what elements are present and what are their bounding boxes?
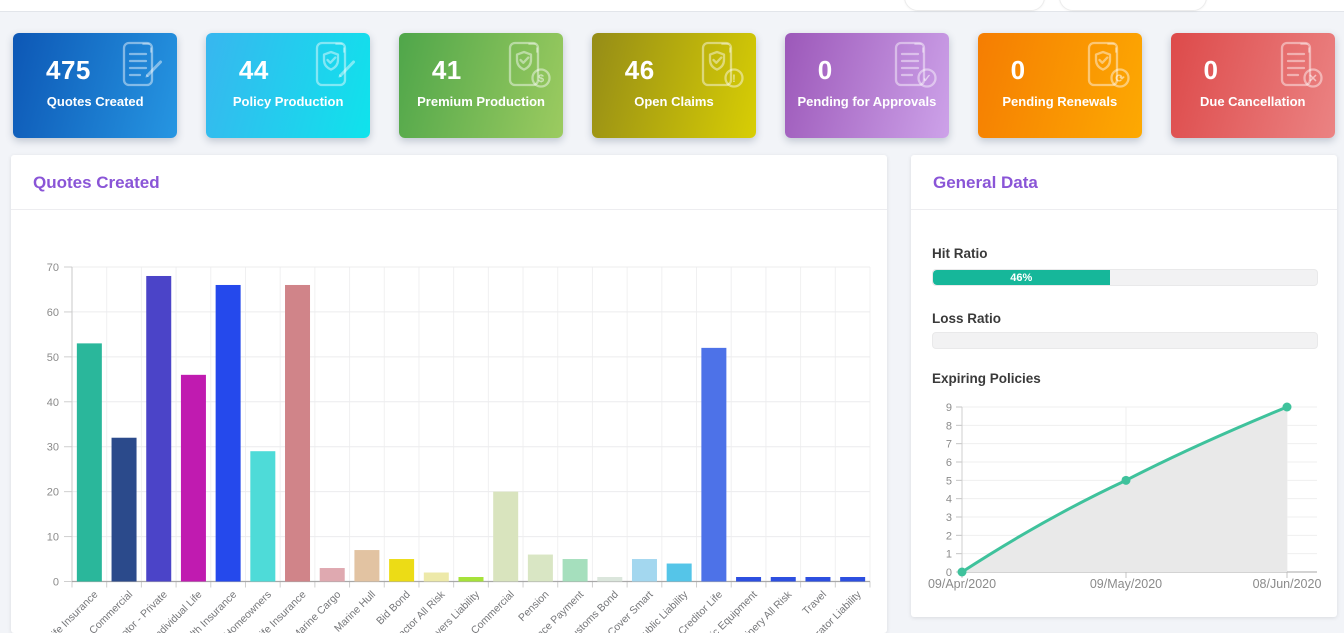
kpi-card-due-cancellation[interactable]: ✕ 0 Due Cancellation [1170, 33, 1335, 138]
bar-commercial [111, 437, 137, 582]
svg-text:4: 4 [946, 494, 952, 506]
svg-text:!: ! [732, 73, 736, 85]
x-axis-label: 09/May/2020 [1090, 577, 1162, 591]
bar-cover-smart [631, 559, 657, 582]
bar-bid-bond [389, 559, 415, 582]
data-point [1121, 475, 1131, 485]
kpi-card-quotes-created[interactable]: 475 Quotes Created [13, 33, 178, 138]
bar-advance-payment [562, 559, 588, 582]
hit-ratio-label: Hit Ratio [932, 246, 988, 261]
bar-commercial [493, 491, 519, 582]
svg-text:5: 5 [946, 475, 952, 487]
quotes-document-pencil-icon [121, 39, 165, 91]
bar-group-life-insurance [285, 284, 311, 582]
bar-pension [527, 554, 553, 582]
kpi-card-pending-for-approvals[interactable]: ✓ 0 Pending for Approvals [784, 33, 950, 138]
svg-text:3: 3 [946, 512, 952, 524]
renewals-shield-renew-icon: ⟳ [1086, 39, 1130, 91]
premium-shield-dollar-icon: $ [507, 39, 551, 91]
svg-text:1: 1 [946, 549, 952, 561]
claims-shield-alert-icon: ! [700, 39, 744, 91]
kpi-card-open-claims[interactable]: ! 46 Open Claims [591, 33, 757, 138]
svg-text:7: 7 [946, 439, 952, 451]
x-axis-label: Travel [800, 589, 829, 618]
kpi-card-label: Pending for Approvals [797, 94, 937, 109]
expiring-policies-line-chart: 0 1 2 3 4 5 6 7 8 9 09/Apr/2020 09/May/2020 08/Jun/2… [928, 402, 1322, 591]
bar-electronic-equipment [736, 577, 762, 582]
hit-ratio-progress-fill: 46% [933, 270, 1110, 285]
bar-health-insurance [215, 284, 241, 582]
svg-text:9: 9 [946, 402, 952, 414]
bar-marine-hull [354, 550, 380, 582]
bar-operator-liability [840, 577, 866, 582]
cancellation-document-x-icon: ✕ [1279, 39, 1323, 91]
svg-text:✕: ✕ [1308, 73, 1317, 85]
approvals-document-check-icon: ✓ [893, 39, 937, 91]
kpi-card-value: 0 [817, 55, 833, 85]
loss-ratio-label: Loss Ratio [932, 311, 1002, 326]
svg-text:50: 50 [47, 352, 59, 364]
hit-ratio-progress: 46% [932, 269, 1318, 286]
bar-employers-liability [458, 577, 484, 582]
kpi-card-value: 44 [238, 55, 269, 85]
kpi-card-label: Quotes Created [46, 94, 144, 109]
topbar [0, 0, 1344, 12]
kpi-card-label: Pending Renewals [1002, 94, 1118, 109]
kpi-card-value: 46 [624, 55, 655, 85]
bar-life-insurance [76, 343, 102, 582]
x-axis-label: Pension [516, 589, 551, 624]
quotes-created-panel: Quotes Created 0 10 20 30 40 50 60 70 Life Insur… [11, 155, 887, 633]
kpi-card-label: Premium Production [417, 94, 545, 109]
kpi-card-value: 0 [1010, 55, 1026, 85]
kpi-card-label: Open Claims [634, 94, 714, 109]
hit-ratio-value: 46% [1010, 271, 1033, 284]
bar-contractor-all-risk [423, 572, 449, 582]
expiring-policies-label: Expiring Policies [932, 371, 1041, 386]
kpi-card-value: 475 [46, 55, 91, 85]
svg-text:⟳: ⟳ [1115, 73, 1125, 85]
kpi-cards-row: 475 Quotes Created 44 Policy Production $41 P… [13, 33, 1335, 138]
bar-creditor-life [701, 347, 727, 582]
svg-text:20: 20 [47, 487, 59, 499]
svg-text:8: 8 [946, 420, 952, 432]
kpi-card-label: Policy Production [232, 94, 344, 109]
bar-travel [805, 577, 831, 582]
x-axis-label: 08/Jun/2020 [1253, 577, 1322, 591]
topbar-filter-2[interactable] [1059, 0, 1207, 11]
bar-public-liability [666, 563, 692, 582]
kpi-card-value: 0 [1203, 55, 1219, 85]
svg-text:10: 10 [47, 532, 59, 544]
topbar-filter-1[interactable] [904, 0, 1045, 11]
svg-text:30: 30 [47, 442, 59, 454]
bar-machinery-all-risk [770, 577, 796, 582]
kpi-card-premium-production[interactable]: $41 Premium Production [398, 33, 564, 138]
data-point [1282, 402, 1292, 412]
svg-text:60: 60 [47, 307, 59, 319]
general-data-panel-title: General Data [911, 155, 1337, 210]
bar-individual-life [180, 374, 206, 582]
svg-text:✓: ✓ [923, 73, 932, 85]
bar-motor---private [146, 275, 172, 582]
kpi-card-label: Due Cancellation [1200, 94, 1306, 109]
policy-shield-pencil-icon [314, 39, 358, 91]
svg-text:2: 2 [946, 530, 952, 542]
data-point [957, 567, 967, 577]
svg-text:40: 40 [47, 397, 59, 409]
bar-customs-bond [597, 577, 623, 582]
svg-text:6: 6 [946, 457, 952, 469]
kpi-card-policy-production[interactable]: 44 Policy Production [205, 33, 371, 138]
bar-homeowners [250, 451, 276, 582]
svg-text:70: 70 [47, 262, 59, 274]
svg-text:0: 0 [946, 567, 952, 579]
svg-text:$: $ [538, 73, 544, 85]
svg-text:0: 0 [53, 577, 59, 589]
kpi-card-pending-renewals[interactable]: ⟳ 0 Pending Renewals [977, 33, 1143, 138]
kpi-card-value: 41 [431, 55, 462, 85]
general-data-panel: General Data Hit Ratio 46% Loss Ratio Ex… [911, 155, 1337, 617]
quotes-created-panel-title: Quotes Created [11, 155, 887, 210]
loss-ratio-progress [932, 332, 1318, 349]
x-axis-label: 09/Apr/2020 [928, 577, 996, 591]
bar-marine-cargo [319, 568, 345, 582]
